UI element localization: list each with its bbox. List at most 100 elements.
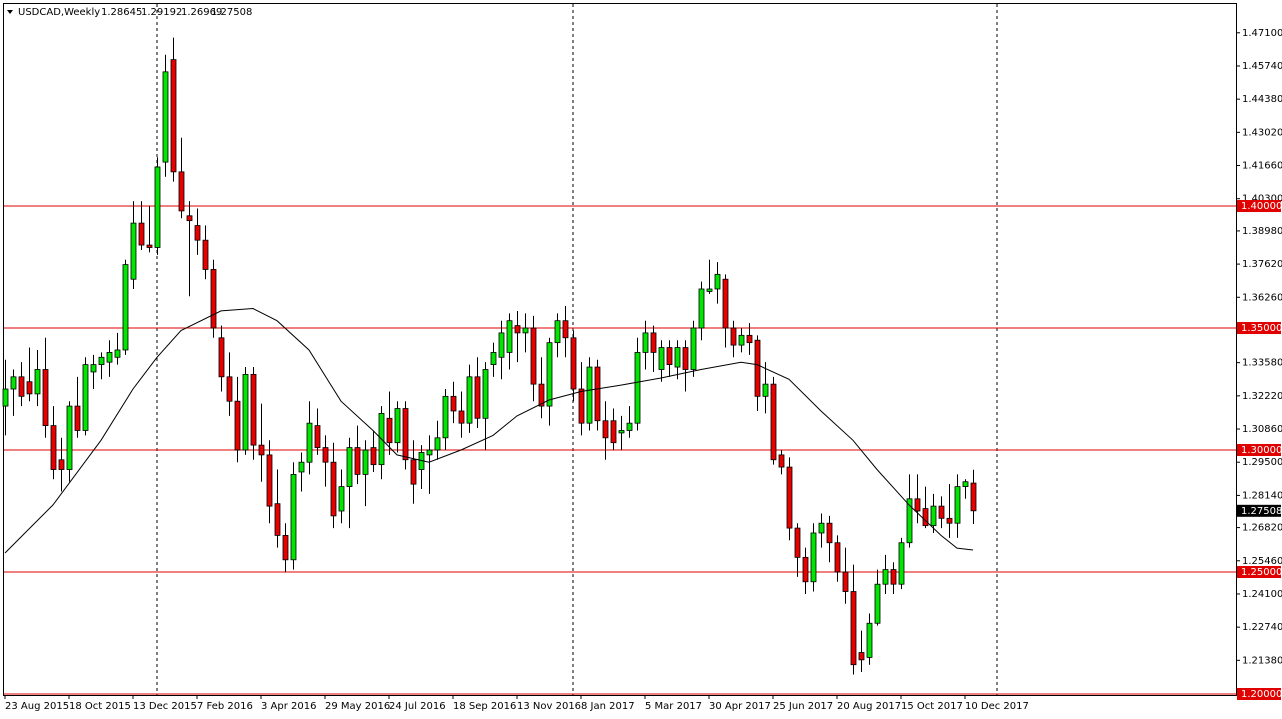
price-label: 1.27508: [1241, 506, 1282, 517]
candle-body: [770, 383, 777, 461]
candle-body: [866, 622, 873, 658]
level-label: 1.25000: [1241, 567, 1282, 578]
candle-body: [914, 498, 921, 512]
candle-body: [106, 352, 113, 363]
candle-body: [426, 449, 433, 456]
candle-body: [570, 337, 577, 390]
candle-body: [642, 332, 649, 353]
candle-body: [34, 369, 41, 395]
candle-body: [682, 347, 689, 370]
moving-average: [4, 307, 974, 554]
candle-body: [530, 327, 537, 385]
plot-frame: [3, 3, 1237, 696]
candle-body: [474, 376, 481, 419]
candle-body: [834, 542, 841, 573]
candle-body: [970, 482, 977, 512]
y-tick-label: 1.28140: [1242, 490, 1282, 501]
candle-body: [282, 535, 289, 561]
candle-body: [762, 383, 769, 397]
level-label: 1.40000: [1241, 201, 1282, 212]
candle-body: [602, 420, 609, 439]
candle-body: [954, 486, 961, 524]
candle-body: [522, 327, 529, 334]
candle-body: [298, 461, 305, 473]
candle-body: [322, 447, 329, 463]
candle-body: [194, 225, 201, 241]
candle-body: [130, 222, 137, 280]
candle-body: [410, 459, 417, 485]
price-label-bg: [1237, 504, 1281, 517]
marks: [2, 37, 1236, 695]
y-tick-label: 1.37620: [1242, 259, 1282, 270]
candle-body: [890, 569, 897, 585]
candle-body: [746, 334, 753, 344]
candle-body: [586, 366, 593, 424]
candle-body: [554, 320, 561, 344]
candle-body: [290, 474, 297, 561]
candle-body: [514, 325, 521, 334]
x-tick-label: 13 Dec 2015: [133, 701, 197, 712]
candle-body: [666, 347, 673, 366]
y-tick-label: 1.21380: [1242, 655, 1282, 666]
candle-body: [794, 527, 801, 558]
candle-body: [898, 542, 905, 585]
candle-body: [370, 447, 377, 466]
candle-body: [714, 273, 721, 290]
candle-body: [466, 376, 473, 424]
candle-body: [810, 532, 817, 583]
candle-body: [610, 420, 617, 444]
candle-body: [498, 332, 505, 358]
candle-body: [594, 366, 601, 422]
y-tick-label: 1.29500: [1242, 457, 1282, 468]
candle-body: [562, 320, 569, 339]
candle-body: [658, 347, 665, 370]
x-tick-label: 7 Feb 2016: [197, 701, 253, 712]
candle-body: [138, 222, 145, 246]
candle-body: [626, 422, 633, 431]
level-label-bg: [1237, 566, 1281, 579]
candle-body: [330, 461, 337, 517]
x-tick-label: 29 May 2016: [325, 701, 390, 712]
level-label: 1.20000: [1241, 689, 1282, 700]
candle-body: [250, 373, 257, 446]
candle-body: [826, 522, 833, 544]
menu-arrow[interactable]: [7, 10, 13, 14]
x-tick-label: 24 Jul 2016: [389, 701, 446, 712]
candle-body: [738, 334, 745, 346]
candle-body: [650, 332, 657, 353]
candle-body: [930, 505, 937, 527]
y-tick-label: 1.22740: [1242, 622, 1282, 633]
x-tick-label: 18 Oct 2015: [69, 701, 131, 712]
candle-body: [274, 503, 281, 536]
y-tick-label: 1.25460: [1242, 556, 1282, 567]
candle-body: [170, 59, 177, 173]
candle-body: [354, 447, 361, 475]
candle-body: [578, 388, 585, 424]
y-tick-label: 1.30860: [1242, 424, 1282, 435]
y-tick-label: 1.41660: [1242, 161, 1282, 172]
candle-body: [698, 288, 705, 329]
candle-body: [10, 376, 17, 390]
y-tick-label: 1.26820: [1242, 523, 1282, 534]
candle-body: [850, 591, 857, 666]
header-high: 1.29192: [141, 7, 182, 18]
candle-body: [482, 369, 489, 419]
candle-body: [314, 425, 321, 448]
candle-body: [306, 422, 313, 463]
candle-body: [98, 356, 105, 366]
x-tick-label: 5 Mar 2017: [645, 701, 702, 712]
x-tick-label: 3 Apr 2016: [261, 701, 316, 712]
y-tick-label: 1.24100: [1242, 589, 1282, 600]
header-close: 1.27508: [211, 7, 252, 18]
candle-body: [114, 349, 121, 358]
candle-body: [58, 459, 65, 470]
y-tick-label: 1.32220: [1242, 391, 1282, 402]
y-tick-label: 1.45740: [1242, 61, 1282, 72]
candle-body: [690, 327, 697, 370]
x-tick-label: 20 Aug 2017: [837, 701, 901, 712]
candle-body: [922, 508, 929, 527]
candle-body: [786, 466, 793, 529]
candle-body: [394, 408, 401, 444]
